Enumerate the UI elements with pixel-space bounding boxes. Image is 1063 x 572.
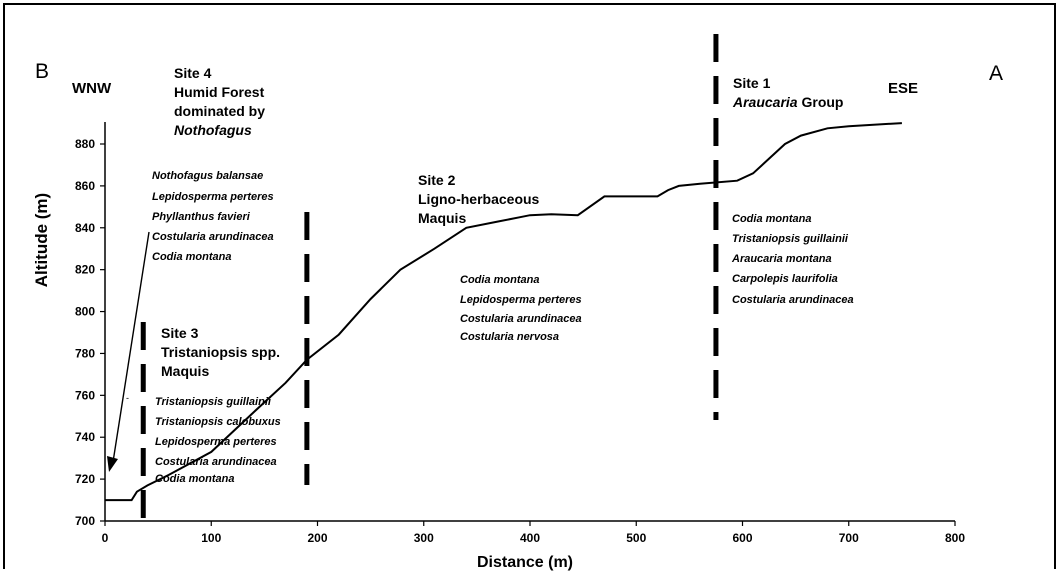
y-tick-label: 860 <box>75 179 95 193</box>
site4-title: Site 4 Humid Forest dominated by Nothofa… <box>174 65 269 138</box>
site4-species-list: Nothofagus balansae Lepidosperma pertere… <box>152 170 277 263</box>
y-tick-label: 760 <box>75 388 95 402</box>
y-tick-label: 700 <box>75 514 95 528</box>
stray-tick-mark: - <box>126 393 129 403</box>
site1-title: Site 1 <box>733 75 771 91</box>
site-dividers <box>140 34 719 525</box>
altitude-profile-line <box>105 122 902 502</box>
site1-subtitle: Araucaria Group <box>732 94 843 110</box>
site3-title: Site 3 Tristaniopsis spp. Maquis <box>161 325 284 379</box>
site1-species-list: Codia montana Tristaniopsis guillainii A… <box>731 213 854 306</box>
corner-label-left: B <box>35 60 49 83</box>
x-tick-label: 800 <box>945 531 965 545</box>
direction-label-ese: ESE <box>888 80 918 97</box>
site2-species-list: Codia montana Lepidosperma perteres Cost… <box>460 274 585 343</box>
x-tick-label: 300 <box>414 531 434 545</box>
x-tick-label: 200 <box>307 531 327 545</box>
y-tick-label: 780 <box>75 346 95 360</box>
figure-frame <box>3 3 1056 569</box>
y-axis-title: Altitude (m) <box>32 193 51 287</box>
x-tick-label: 600 <box>732 531 752 545</box>
corner-label-right: A <box>989 62 1003 85</box>
site4-arrowhead <box>107 456 118 472</box>
x-tick-label: 100 <box>201 531 221 545</box>
site3-species-list: Tristaniopsis guillainii Tristaniopsis c… <box>155 396 284 485</box>
y-tick-label: 820 <box>75 263 95 277</box>
x-tick-label: 500 <box>626 531 646 545</box>
y-tick-label: 800 <box>75 305 95 319</box>
site4-arrow-line <box>112 231 150 463</box>
x-axis-title: Distance (m) <box>477 554 573 571</box>
site2-title: Site 2 Ligno-herbaceous Maquis <box>418 172 543 226</box>
direction-label-wnw: WNW <box>72 80 112 97</box>
y-tick-label: 740 <box>75 430 95 444</box>
x-tick-label: 700 <box>839 531 859 545</box>
y-tick-label: 840 <box>75 221 95 235</box>
x-tick-label: 0 <box>102 531 109 545</box>
x-tick-label: 400 <box>520 531 540 545</box>
y-tick-label: 880 <box>75 137 95 151</box>
axis-ticks: 0 100 200 300 400 500 600 700 800 700 720 740 760 780… <box>75 137 965 545</box>
y-tick-label: 720 <box>75 472 95 486</box>
